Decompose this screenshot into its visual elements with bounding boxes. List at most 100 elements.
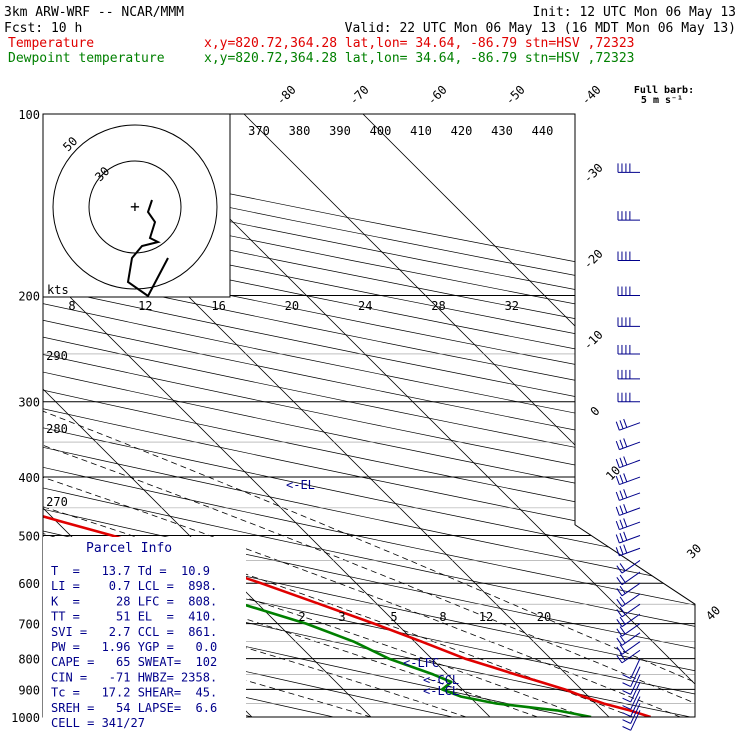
wind-barb-flag xyxy=(623,544,628,554)
pressure-tick-labels: 1000 900 800 700 600 500 400 300 200 100 xyxy=(11,108,40,725)
wind-barb-flag xyxy=(619,505,624,515)
wind-barb-flag xyxy=(619,644,626,653)
pressure-tick-label: 600 xyxy=(18,577,40,591)
wind-barb-flag xyxy=(619,439,624,449)
wind-barb-flag xyxy=(623,489,628,498)
wind-barb-flag xyxy=(615,440,620,450)
wind-barb xyxy=(619,476,641,486)
wind-barb-flag xyxy=(619,574,626,583)
wind-barb-flag xyxy=(615,459,620,468)
wind-barb-flag xyxy=(615,547,620,556)
mixing-ratio-label: 32 xyxy=(505,299,519,313)
ccl-marker: <-CCL xyxy=(423,673,459,687)
forecast-hour: Fcst: 10 h xyxy=(4,21,82,36)
wind-barb xyxy=(619,459,641,469)
parcel-info-panel: Parcel Info T = 13.7 Td = 10.9LI = 0.7 L… xyxy=(43,537,246,730)
wind-barb xyxy=(630,674,641,695)
isotherm xyxy=(0,114,14,717)
wind-barb-flag xyxy=(623,531,628,541)
moist-adiabat xyxy=(43,295,695,717)
wind-barb-flag xyxy=(622,726,631,731)
temperature-legend: Temperature xyxy=(8,36,94,51)
wind-barb xyxy=(630,666,641,687)
parcel-info-row: SVI = 2.7 CCL = 861. xyxy=(51,625,217,639)
dry-adiabat-label: 270 xyxy=(46,495,68,509)
wind-barb-flag xyxy=(622,690,631,695)
parcel-info-row: SREH = 54 LAPSE= 6.6 xyxy=(51,701,217,715)
isotherm-label: -30 xyxy=(581,161,606,186)
wind-barb-flag xyxy=(616,628,623,637)
wind-barb xyxy=(630,658,641,679)
parcel-info-row: K = 28 LFC = 808. xyxy=(51,594,217,608)
barb-key-units: 5 m s⁻¹ xyxy=(641,95,683,106)
wind-barb-flag xyxy=(623,473,628,483)
wind-barb-flag xyxy=(619,606,626,615)
isotherm-label: -10 xyxy=(581,328,606,353)
wind-barb-flag xyxy=(619,545,624,555)
wind-barb xyxy=(619,547,641,557)
wind-barb-flag xyxy=(615,491,620,501)
wind-barb xyxy=(630,681,641,703)
isotherm-label: 40 xyxy=(703,603,723,623)
lcl-marker: <-LCL xyxy=(423,684,459,698)
parcel-info-row: Tc = 17.2 SHEAR= 45. xyxy=(51,686,217,700)
wind-barb xyxy=(621,582,641,597)
theta-e-label: 440 xyxy=(532,124,554,138)
theta-e-label: 400 xyxy=(370,124,392,138)
moist-adiabat xyxy=(43,295,681,717)
theta-e-label: 390 xyxy=(329,124,351,138)
wind-barb-flag xyxy=(616,637,623,646)
wind-barb-flag xyxy=(616,619,623,627)
wind-barb-flag xyxy=(619,420,624,430)
moist-adiabat xyxy=(43,295,467,717)
pressure-tick-label: 200 xyxy=(18,290,40,304)
parcel-info-row: TT = 51 EL = 410. xyxy=(51,610,217,624)
wind-barb-flag xyxy=(622,682,631,688)
parcel-info-box xyxy=(43,537,246,727)
wind-barb xyxy=(619,535,641,544)
pressure-tick-label: 300 xyxy=(18,396,40,410)
isotherm-label: -50 xyxy=(503,83,528,108)
theta-e-label: 370 xyxy=(248,124,270,138)
dewpoint-location: x,y=820.72,364.28 lat,lon= 34.64, -86.79… xyxy=(204,51,634,66)
wind-barb-flag xyxy=(619,457,624,467)
wind-barb xyxy=(621,649,641,664)
wind-barb-flag xyxy=(616,588,623,597)
mixing-ratio-label: 5 xyxy=(390,610,397,624)
wind-barb xyxy=(619,492,641,501)
temperature-trace xyxy=(43,114,651,717)
isotherm-label: 0 xyxy=(588,404,603,419)
wind-barb-flag xyxy=(619,519,624,529)
wind-barb-flag xyxy=(616,598,623,607)
wind-barb-flag xyxy=(619,474,624,484)
wind-barb-flag xyxy=(623,418,628,428)
wind-barb-flag xyxy=(619,626,626,635)
isotherm-label: -80 xyxy=(274,83,299,108)
hodograph-ring-outer xyxy=(52,124,218,290)
isotherm xyxy=(362,114,695,717)
hodograph-units: kts xyxy=(47,283,69,297)
wind-barb xyxy=(621,603,641,618)
wind-barb-flag xyxy=(615,506,620,516)
mixing-ratio-label: 12 xyxy=(479,610,493,624)
auxiliary-labels: 370 380 390 400 410 420 430 440 8 12 16 20 24 28 32 2 3 5… xyxy=(46,124,553,624)
el-marker: <-EL xyxy=(286,478,315,492)
pressure-tick-label: 900 xyxy=(18,683,40,697)
wind-barb-flag xyxy=(619,652,626,661)
isotherm-label: -60 xyxy=(425,83,450,108)
isotherm xyxy=(243,114,695,717)
parcel-info-row: T = 13.7 Td = 10.9 xyxy=(51,564,210,578)
wind-barb-flag xyxy=(616,609,623,618)
wind-barb-flag xyxy=(615,520,620,530)
mixing-ratio-label: 16 xyxy=(211,299,225,313)
barb-key-title: Full barb: xyxy=(634,85,694,96)
theta-e-label: 420 xyxy=(451,124,473,138)
theta-e-label: 380 xyxy=(289,124,311,138)
hodograph-center-mark: + xyxy=(130,197,140,216)
wind-barb-flag xyxy=(615,475,620,485)
wind-barb xyxy=(630,710,641,731)
dewpoint-trace xyxy=(43,114,592,717)
isotherm-label: 30 xyxy=(684,541,704,561)
parcel-info-row: CIN = -71 HWBZ= 2358. xyxy=(51,670,217,684)
